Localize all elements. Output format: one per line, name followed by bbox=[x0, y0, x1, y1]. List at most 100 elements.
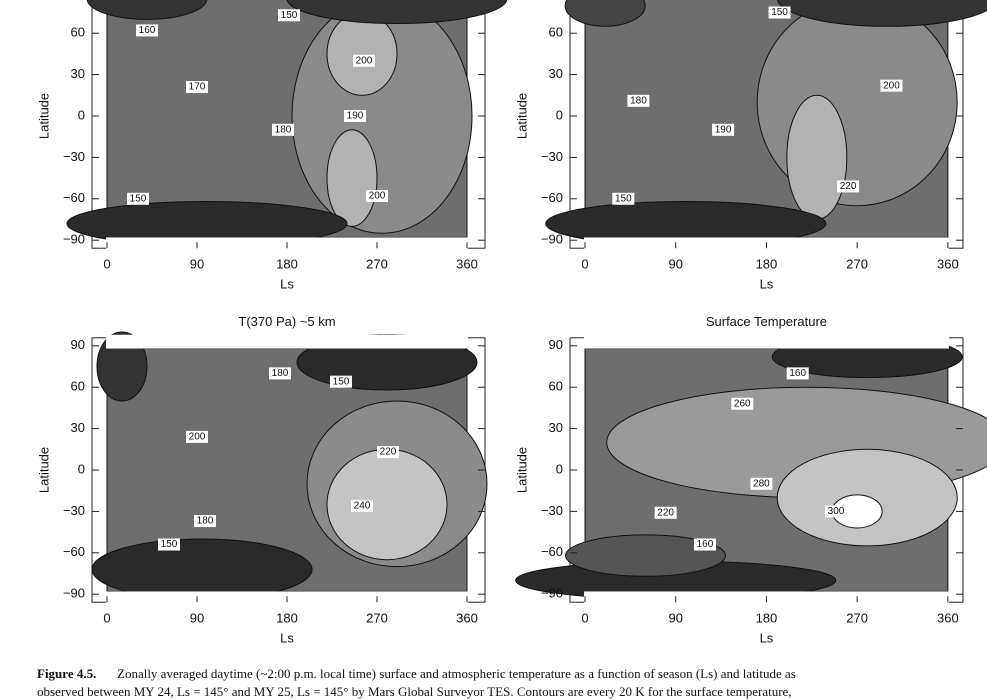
x-tick-label: 180 bbox=[756, 611, 778, 626]
label-box bbox=[786, 367, 809, 380]
y-tick-label: 60 bbox=[71, 25, 85, 40]
mask bbox=[584, 334, 949, 349]
label-box bbox=[712, 123, 735, 136]
contour-region bbox=[326, 129, 378, 227]
label-box bbox=[731, 397, 754, 410]
x-axis-label: Ls bbox=[760, 277, 774, 292]
x-tick-label: 360 bbox=[456, 611, 478, 626]
x-tick-label: 90 bbox=[190, 611, 204, 626]
contour-label: 200 bbox=[883, 80, 900, 91]
contour-label: 150 bbox=[130, 193, 147, 204]
x-tick-label: 0 bbox=[103, 257, 110, 272]
x-tick-label: 90 bbox=[190, 257, 204, 272]
contour-region bbox=[756, 0, 958, 207]
x-axis-label: Ls bbox=[280, 631, 294, 646]
contour-label: 260 bbox=[734, 398, 751, 409]
contour-label: 200 bbox=[356, 55, 373, 66]
label-box bbox=[366, 190, 388, 203]
contour-label: 180 bbox=[272, 368, 289, 379]
contour-region bbox=[91, 538, 313, 601]
mask bbox=[106, 334, 468, 349]
y-tick-label: 60 bbox=[549, 379, 563, 394]
contour-label: 180 bbox=[197, 516, 214, 527]
caption-line: Zonally averaged daytime (~2:00 p.m. loc… bbox=[117, 666, 796, 681]
y-tick-label: −60 bbox=[541, 190, 563, 205]
label-box bbox=[627, 94, 650, 107]
x-tick-label: 90 bbox=[668, 257, 682, 272]
contour-label: 200 bbox=[189, 432, 206, 443]
contour-label: 300 bbox=[828, 506, 845, 517]
x-tick-label: 0 bbox=[581, 611, 588, 626]
label-box bbox=[272, 123, 294, 136]
x-tick-label: 180 bbox=[756, 257, 778, 272]
caption-line: observed between MY 24, Ls = 145° and MY… bbox=[37, 684, 792, 699]
contour-label: 220 bbox=[840, 181, 857, 192]
contour-region bbox=[777, 0, 987, 27]
contour-region bbox=[786, 94, 848, 220]
contour-label: 170 bbox=[189, 82, 206, 93]
contour-label: 160 bbox=[789, 368, 806, 379]
y-tick-label: 0 bbox=[556, 107, 563, 122]
x-tick-label: 180 bbox=[276, 611, 298, 626]
panel: 0 90 180 270 360 60 30 0 −30 −60 −90 Ls Latitude 150 1… bbox=[514, 0, 987, 292]
y-tick-label: 0 bbox=[556, 461, 563, 476]
contour-label: 150 bbox=[771, 7, 788, 18]
x-tick-label: 0 bbox=[581, 257, 588, 272]
label-box bbox=[824, 505, 847, 518]
label-box bbox=[693, 538, 716, 551]
label-box bbox=[127, 192, 149, 205]
contour-label: 150 bbox=[333, 376, 350, 387]
label-box bbox=[344, 110, 366, 122]
y-tick-label: −60 bbox=[63, 544, 85, 559]
contour-region bbox=[326, 448, 448, 561]
x-axis-label: Ls bbox=[280, 277, 294, 292]
label-box bbox=[612, 192, 635, 205]
panel: 0 90 180 270 360 60 30 0 −30 −60 −90 Ls Latitude 160 1… bbox=[36, 0, 508, 292]
x-tick-label: 180 bbox=[276, 257, 298, 272]
label-box bbox=[278, 9, 300, 22]
y-axis-label: Latitude bbox=[514, 93, 529, 139]
y-tick-label: 60 bbox=[549, 25, 563, 40]
x-tick-label: 270 bbox=[366, 257, 388, 272]
caption-label: Figure 4.5. bbox=[37, 666, 96, 681]
y-tick-label: 90 bbox=[71, 337, 85, 352]
contour-region bbox=[86, 0, 208, 20]
contour-label: 150 bbox=[281, 10, 298, 21]
y-axis-label: Latitude bbox=[514, 447, 529, 493]
contour-label: 160 bbox=[139, 25, 156, 36]
label-box bbox=[377, 446, 399, 459]
contour-label: 180 bbox=[275, 124, 292, 135]
contour-region bbox=[96, 331, 148, 402]
y-axis-label: Latitude bbox=[36, 93, 51, 139]
y-tick-label: 30 bbox=[71, 420, 85, 435]
label-box bbox=[186, 430, 208, 443]
panel: 0 90 180 270 3609060300−30−60−90LsLatitudeSu… bbox=[514, 314, 987, 646]
label-box bbox=[750, 477, 773, 490]
y-tick-label: −30 bbox=[541, 149, 563, 164]
y-tick-label: 60 bbox=[71, 379, 85, 394]
contour-label: 240 bbox=[354, 501, 371, 512]
label-box bbox=[837, 180, 860, 193]
x-tick-label: 270 bbox=[846, 611, 868, 626]
contour-label: 160 bbox=[697, 539, 714, 550]
x-tick-label: 360 bbox=[937, 611, 959, 626]
label-box bbox=[330, 375, 352, 388]
panel-title: T(370 Pa) ~5 km bbox=[238, 314, 335, 329]
contour-label: 220 bbox=[657, 507, 674, 518]
y-tick-label: −60 bbox=[63, 190, 85, 205]
x-tick-label: 270 bbox=[846, 257, 868, 272]
x-tick-label: 0 bbox=[103, 611, 110, 626]
contour-label: 150 bbox=[615, 193, 632, 204]
x-tick-label: 360 bbox=[937, 257, 959, 272]
contour-label: 220 bbox=[380, 447, 397, 458]
contour-label: 150 bbox=[161, 539, 178, 550]
y-tick-label: −90 bbox=[541, 232, 563, 247]
label-box bbox=[880, 79, 903, 92]
y-tick-label: −90 bbox=[63, 586, 85, 601]
x-tick-label: 270 bbox=[366, 611, 388, 626]
y-tick-label: 30 bbox=[549, 420, 563, 435]
y-tick-label: −90 bbox=[541, 586, 563, 601]
panel: 0 90 180 270 360 90 60 30 0 −30 −60 −90 Ls Latitude T(… bbox=[36, 314, 488, 646]
label-box bbox=[654, 506, 677, 519]
